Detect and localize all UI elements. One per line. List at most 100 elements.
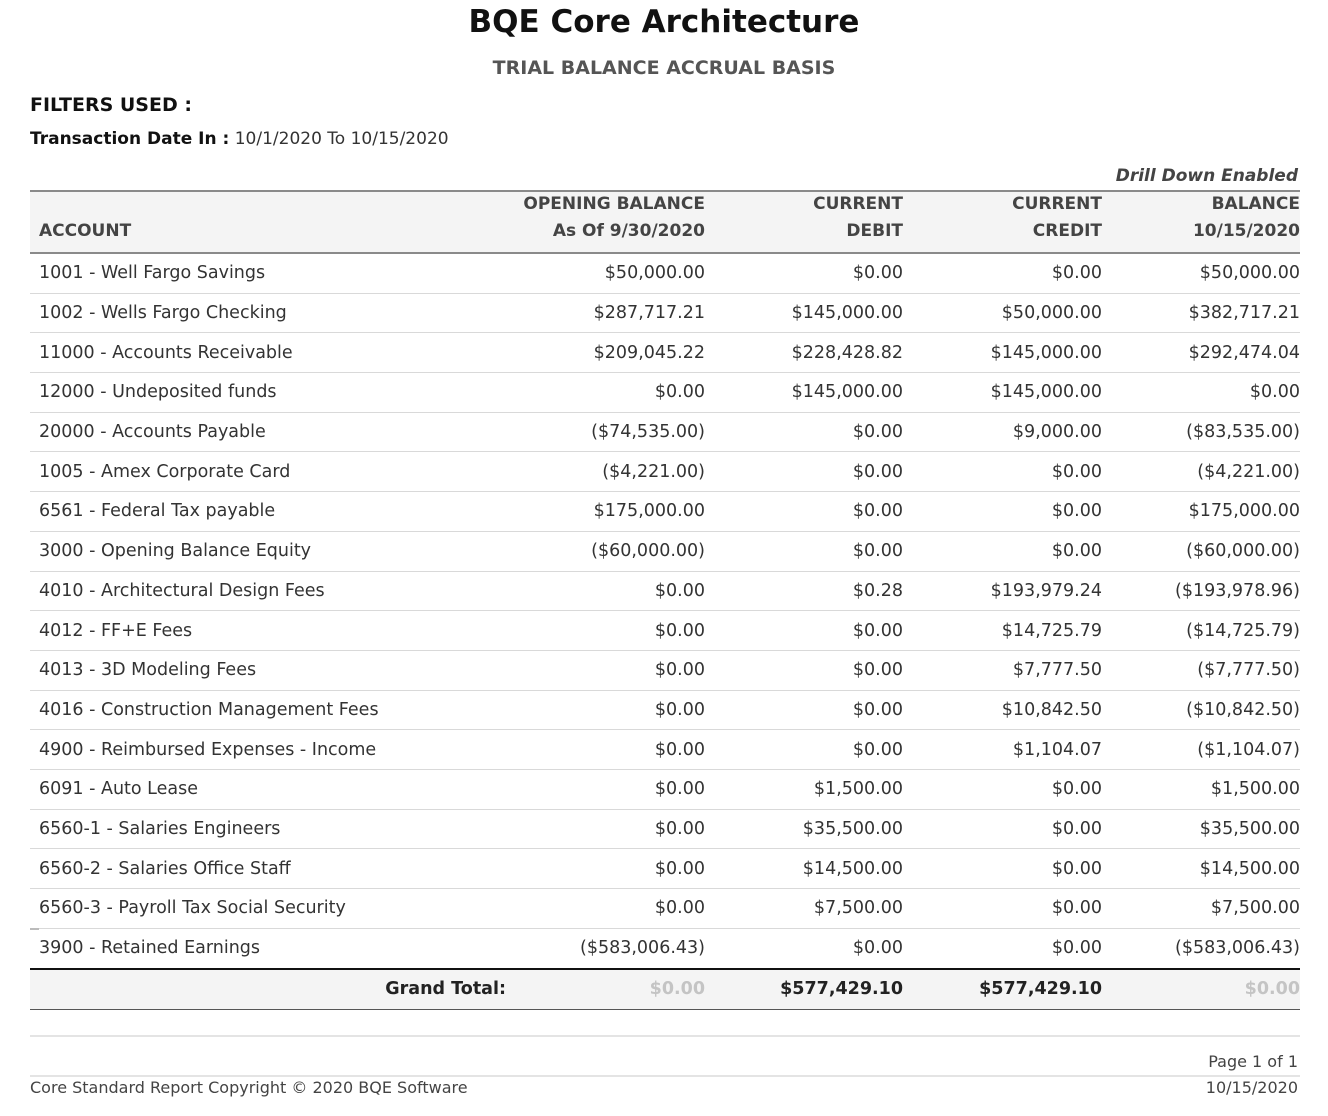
table-row[interactable]: 4013 - 3D Modeling Fees $0.00 $0.00 $7,777.… xyxy=(30,651,1300,691)
account-cell: 6560-3 - Payroll Tax Social Security xyxy=(39,898,346,919)
table-row[interactable]: 6560-2 - Salaries Office Staff $0.00 $14,5… xyxy=(30,849,1300,889)
opening-balance-cell[interactable]: $50,000.00 xyxy=(604,263,705,284)
opening-balance-cell[interactable]: ($583,006.43) xyxy=(580,938,705,959)
opening-balance-cell[interactable]: $0.00 xyxy=(654,699,705,720)
current-credit-cell[interactable]: $0.00 xyxy=(1051,501,1102,522)
current-credit-cell[interactable]: $0.00 xyxy=(1051,858,1102,879)
current-credit-cell[interactable]: $0.00 xyxy=(1051,461,1102,482)
table-row[interactable]: 11000 - Accounts Receivable $209,045.22 $2… xyxy=(30,333,1300,374)
current-debit-cell[interactable]: $0.00 xyxy=(852,461,903,482)
table-row[interactable]: 20000 - Accounts Payable ($74,535.00) $0.0… xyxy=(30,413,1300,453)
current-credit-cell[interactable]: $0.00 xyxy=(1051,938,1102,959)
table-row[interactable]: 6561 - Federal Tax payable $175,000.00 $0.… xyxy=(30,492,1300,532)
table-row[interactable]: 3000 - Opening Balance Equity ($60,000.00… xyxy=(30,532,1300,572)
balance-cell[interactable]: $7,500.00 xyxy=(1210,898,1300,919)
account-cell: 4016 - Construction Management Fees xyxy=(39,699,379,720)
current-debit-cell[interactable]: $14,500.00 xyxy=(802,858,903,879)
balance-cell[interactable]: ($83,535.00) xyxy=(1186,422,1300,443)
balance-cell[interactable]: ($193,978.96) xyxy=(1175,580,1300,601)
balance-cell[interactable]: ($4,221.00) xyxy=(1197,461,1300,482)
table-row[interactable]: 12000 - Undeposited funds $0.00 $145,000.0… xyxy=(30,373,1300,413)
balance-cell[interactable]: ($7,777.50) xyxy=(1197,660,1300,681)
balance-cell[interactable]: $35,500.00 xyxy=(1199,818,1300,839)
balance-cell[interactable]: ($14,725.79) xyxy=(1186,620,1300,641)
opening-balance-cell[interactable]: $209,045.22 xyxy=(593,342,705,363)
current-credit-cell[interactable]: $0.00 xyxy=(1051,541,1102,562)
current-credit-cell[interactable]: $50,000.00 xyxy=(1001,303,1102,324)
balance-cell[interactable]: $14,500.00 xyxy=(1199,858,1300,879)
current-debit-cell[interactable]: $0.00 xyxy=(852,422,903,443)
current-credit-cell[interactable]: $0.00 xyxy=(1051,779,1102,800)
balance-cell[interactable]: $382,717.21 xyxy=(1188,303,1300,324)
trial-balance-table: ACCOUNT OPENING BALANCE As Of 9/30/2020 … xyxy=(30,190,1300,1010)
current-credit-cell[interactable]: $14,725.79 xyxy=(1001,620,1102,641)
table-row[interactable]: 1005 - Amex Corporate Card ($4,221.00) $0.… xyxy=(30,452,1300,493)
opening-balance-cell[interactable]: ($60,000.00) xyxy=(591,541,705,562)
current-debit-cell[interactable]: $0.00 xyxy=(852,263,903,284)
opening-balance-cell[interactable]: $175,000.00 xyxy=(593,501,705,522)
opening-balance-cell[interactable]: $0.00 xyxy=(654,818,705,839)
current-credit-cell[interactable]: $0.00 xyxy=(1051,898,1102,919)
opening-balance-cell[interactable]: $0.00 xyxy=(654,779,705,800)
balance-cell[interactable]: $50,000.00 xyxy=(1199,263,1300,284)
current-debit-cell[interactable]: $145,000.00 xyxy=(791,382,903,403)
current-debit-cell[interactable]: $0.00 xyxy=(852,541,903,562)
balance-cell[interactable]: ($1,104.07) xyxy=(1197,739,1300,760)
current-debit-cell[interactable]: $145,000.00 xyxy=(791,303,903,324)
current-credit-cell[interactable]: $145,000.00 xyxy=(990,342,1102,363)
opening-balance-cell[interactable]: ($4,221.00) xyxy=(602,461,705,482)
balance-cell[interactable]: ($60,000.00) xyxy=(1186,541,1300,562)
filter-transaction-date: Transaction Date In : 10/1/2020 To 10/15… xyxy=(30,129,449,149)
table-row[interactable]: 3900 - Retained Earnings ($583,006.43) $0.… xyxy=(30,929,1300,970)
current-debit-cell[interactable]: $228,428.82 xyxy=(791,342,903,363)
opening-balance-cell[interactable]: $0.00 xyxy=(654,382,705,403)
table-row[interactable]: 4010 - Architectural Design Fees $0.00 $0.… xyxy=(30,572,1300,612)
balance-cell[interactable]: $175,000.00 xyxy=(1188,501,1300,522)
current-credit-cell[interactable]: $10,842.50 xyxy=(1001,699,1102,720)
opening-balance-cell[interactable]: $287,717.21 xyxy=(593,303,705,324)
current-credit-cell[interactable]: $9,000.00 xyxy=(1012,422,1102,443)
opening-balance-cell[interactable]: $0.00 xyxy=(654,739,705,760)
opening-balance-cell[interactable]: $0.00 xyxy=(654,580,705,601)
opening-balance-cell[interactable]: ($74,535.00) xyxy=(591,422,705,443)
current-credit-cell[interactable]: $193,979.24 xyxy=(990,580,1102,601)
filter-name: Transaction Date In : xyxy=(30,129,230,149)
current-debit-cell[interactable]: $0.00 xyxy=(852,699,903,720)
current-debit-cell[interactable]: $35,500.00 xyxy=(802,818,903,839)
account-cell: 6560-2 - Salaries Office Staff xyxy=(39,858,291,879)
current-debit-cell[interactable]: $0.00 xyxy=(852,620,903,641)
table-row[interactable]: 6560-3 - Payroll Tax Social Security $0.0… xyxy=(30,889,1300,929)
current-credit-cell[interactable]: $1,104.07 xyxy=(1012,739,1102,760)
table-row[interactable]: 1002 - Wells Fargo Checking $287,717.21 $1… xyxy=(30,294,1300,334)
current-debit-cell[interactable]: $7,500.00 xyxy=(813,898,903,919)
table-row[interactable]: 6091 - Auto Lease $0.00 $1,500.00 $0.00 $1,5… xyxy=(30,770,1300,810)
table-row[interactable]: 6560-1 - Salaries Engineers $0.00 $35,500.… xyxy=(30,810,1300,850)
grand-total-debit: $577,429.10 xyxy=(780,979,903,1000)
opening-balance-cell[interactable]: $0.00 xyxy=(654,898,705,919)
current-debit-cell[interactable]: $0.00 xyxy=(852,938,903,959)
balance-cell[interactable]: ($10,842.50) xyxy=(1186,699,1300,720)
table-row[interactable]: 1001 - Well Fargo Savings $50,000.00 $0.00… xyxy=(30,254,1300,294)
current-credit-cell[interactable]: $7,777.50 xyxy=(1012,660,1102,681)
balance-cell[interactable]: $0.00 xyxy=(1249,382,1300,403)
current-credit-cell[interactable]: $0.00 xyxy=(1051,263,1102,284)
current-debit-cell[interactable]: $0.00 xyxy=(852,739,903,760)
current-debit-cell[interactable]: $0.28 xyxy=(852,580,903,601)
table-row[interactable]: 4016 - Construction Management Fees $0.00… xyxy=(30,691,1300,731)
table-row[interactable]: 4012 - FF+E Fees $0.00 $0.00 $14,725.79 ($14… xyxy=(30,611,1300,651)
balance-cell[interactable]: ($583,006.43) xyxy=(1175,938,1300,959)
opening-balance-cell[interactable]: $0.00 xyxy=(654,660,705,681)
opening-balance-cell[interactable]: $0.00 xyxy=(654,858,705,879)
current-debit-cell[interactable]: $0.00 xyxy=(852,501,903,522)
current-credit-cell[interactable]: $0.00 xyxy=(1051,818,1102,839)
column-header-account: ACCOUNT xyxy=(30,192,508,252)
current-debit-cell[interactable]: $0.00 xyxy=(852,660,903,681)
balance-cell[interactable]: $1,500.00 xyxy=(1210,779,1300,800)
current-credit-cell[interactable]: $145,000.00 xyxy=(990,382,1102,403)
balance-cell[interactable]: $292,474.04 xyxy=(1188,342,1300,363)
opening-balance-cell[interactable]: $0.00 xyxy=(654,620,705,641)
table-row[interactable]: 4900 - Reimbursed Expenses - Income $0.00… xyxy=(30,730,1300,770)
account-cell: 6561 - Federal Tax payable xyxy=(39,501,276,522)
account-cell: 6091 - Auto Lease xyxy=(39,779,198,800)
current-debit-cell[interactable]: $1,500.00 xyxy=(813,779,903,800)
